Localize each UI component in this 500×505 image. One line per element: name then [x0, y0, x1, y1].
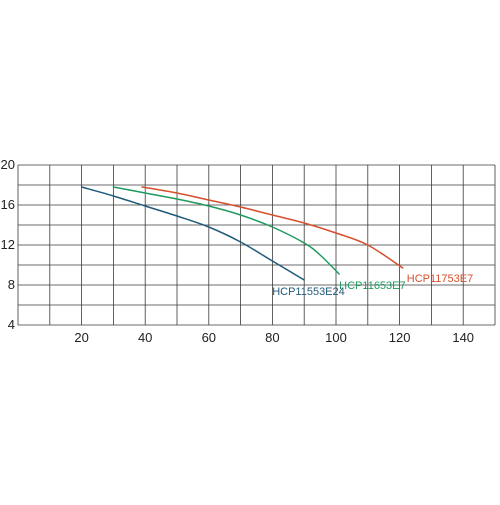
y-tick-label: 20 [1, 157, 15, 172]
y-tick-label: 4 [8, 317, 15, 332]
x-tick-label: 40 [138, 330, 152, 345]
axis-ticks: 20 40 60 80 100 120 140 4 8 12 16 20 [1, 157, 475, 345]
series-line-hcp11753e7 [141, 186, 404, 269]
series-line-hcp11553e24 [80, 186, 305, 281]
x-tick-label: 120 [389, 330, 411, 345]
x-tick-label: 140 [452, 330, 474, 345]
x-tick-label: 60 [202, 330, 216, 345]
x-tick-label: 100 [325, 330, 347, 345]
y-tick-label: 12 [1, 237, 15, 252]
x-tick-label: 20 [74, 330, 88, 345]
series-label-hcp11753e7: HCP11753E7 [407, 273, 473, 285]
series-label-hcp11553e24: HCP11553E24 [272, 286, 345, 298]
x-tick-label: 80 [265, 330, 279, 345]
series-label-hcp11653e7: HCP11653E7 [339, 280, 405, 292]
series-lines [80, 186, 404, 281]
series-line-hcp11653e7 [112, 186, 340, 275]
y-tick-label: 16 [1, 197, 15, 212]
y-tick-label: 8 [8, 277, 15, 292]
grid [17, 164, 496, 326]
